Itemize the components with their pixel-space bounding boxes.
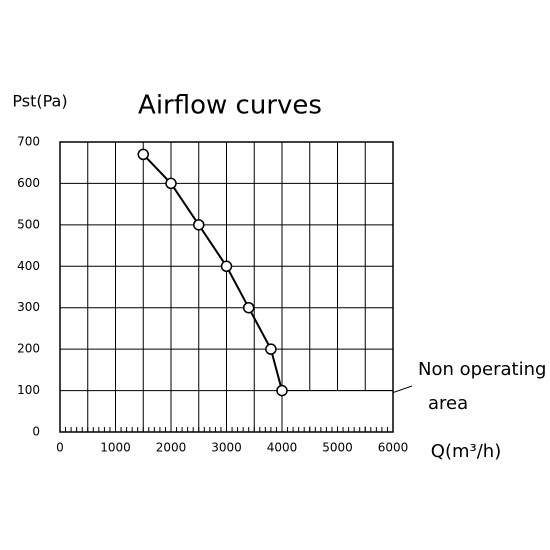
y-tick-label: 100 xyxy=(17,383,40,397)
data-point xyxy=(242,301,255,314)
x-tick-label: 1000 xyxy=(100,441,131,455)
plot-frame xyxy=(59,141,394,433)
data-point xyxy=(137,148,149,161)
chart-title: Airflow curves xyxy=(138,91,322,121)
y-tick-label: 300 xyxy=(17,300,40,314)
x-tick-label: 6000 xyxy=(378,441,409,455)
x-tick-label: 3000 xyxy=(211,441,242,455)
airflow-curve xyxy=(142,153,283,391)
x-tick-label: 5000 xyxy=(322,441,353,455)
y-tick-label: 600 xyxy=(17,176,40,190)
x-tick-label: 0 xyxy=(56,441,64,455)
y-tick-label: 700 xyxy=(17,135,40,149)
x-tick-label: 4000 xyxy=(267,441,298,455)
y-tick-label: 200 xyxy=(17,342,40,356)
data-point xyxy=(265,343,277,355)
x-tick-label: 2000 xyxy=(156,441,187,455)
annotation: area xyxy=(428,393,468,414)
data-point xyxy=(193,219,205,231)
y-axis-label: Pst(Pa) xyxy=(12,92,67,111)
data-point xyxy=(276,384,288,397)
y-tick-label: 500 xyxy=(17,217,40,231)
non-operating-area xyxy=(282,391,394,427)
data-point xyxy=(220,260,233,273)
data-point xyxy=(165,177,177,190)
annotation: Non operating xyxy=(418,359,546,380)
y-tick-label: 0 xyxy=(32,425,40,439)
x-axis-label: Q(m³/h) xyxy=(431,441,501,462)
y-tick-label: 400 xyxy=(17,259,40,273)
